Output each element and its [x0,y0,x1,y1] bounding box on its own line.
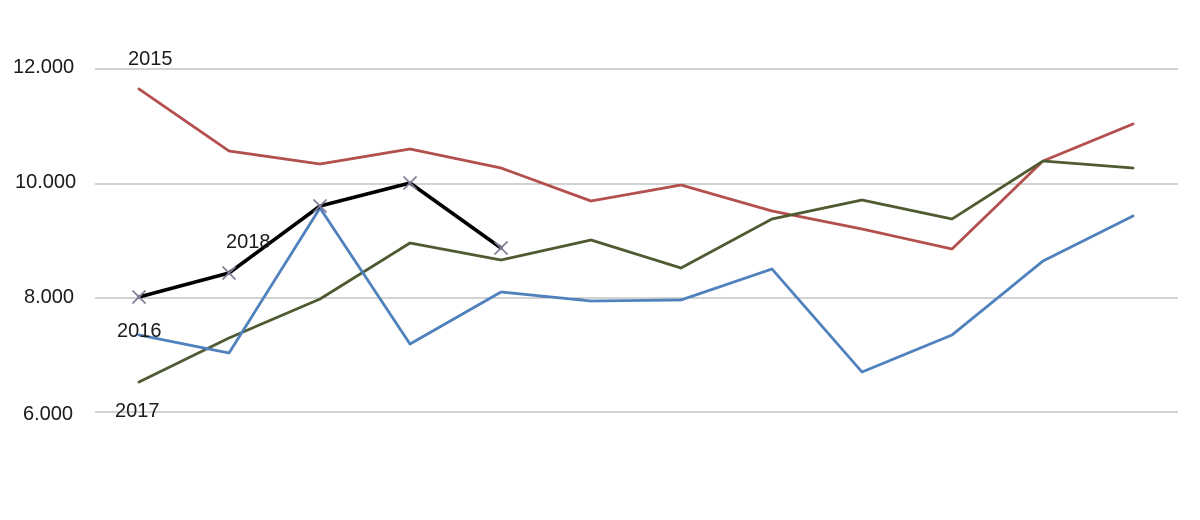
svg-text:2016: 2016 [117,320,162,342]
svg-text:2015: 2015 [128,48,173,70]
svg-text:2017: 2017 [115,400,160,422]
svg-text:8.000: 8.000 [24,286,74,308]
svg-text:2018: 2018 [226,231,271,253]
svg-text:6.000: 6.000 [23,403,73,425]
svg-text:12.000: 12.000 [13,56,74,78]
svg-text:10.000: 10.000 [15,171,76,193]
